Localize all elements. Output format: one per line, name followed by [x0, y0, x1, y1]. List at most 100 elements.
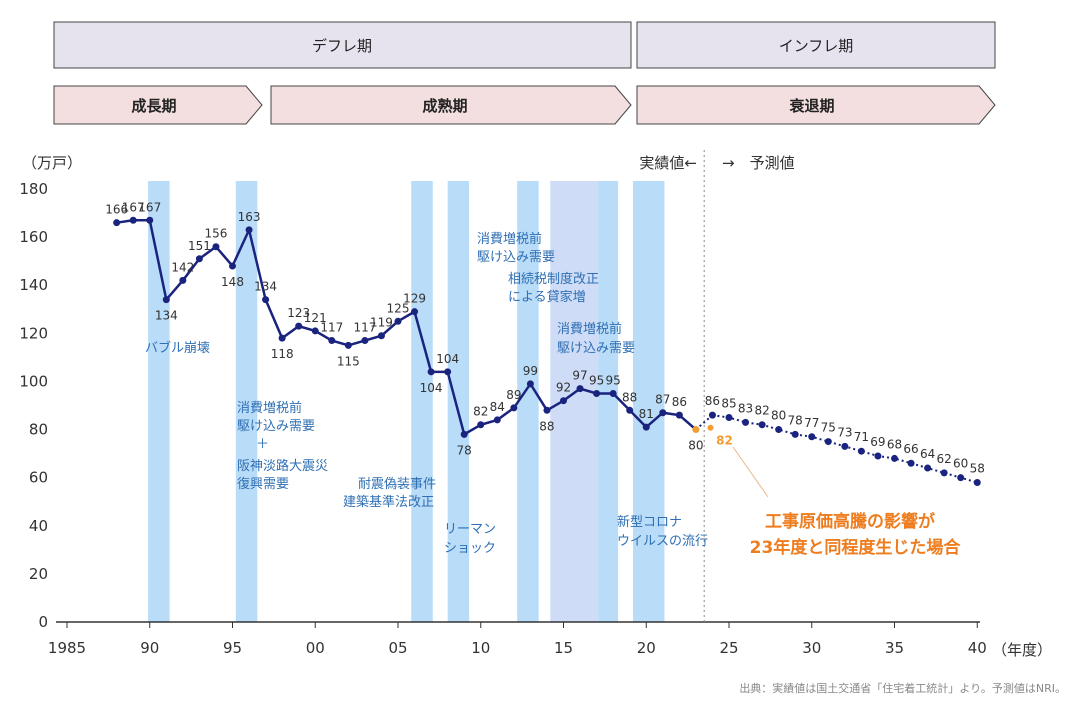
actual-value-label: 82 — [473, 405, 488, 419]
actual-point — [179, 276, 187, 284]
y-tick-label: 180 — [19, 180, 48, 198]
actual-value-label: 166 — [105, 203, 128, 217]
cost-scenario-point — [707, 424, 714, 431]
actual-value-label: 163 — [238, 210, 261, 224]
actual-value-label: 84 — [490, 400, 505, 414]
actual-value-label: 142 — [171, 260, 194, 274]
actual-point — [593, 389, 601, 397]
forecast-value-label: 78 — [788, 413, 803, 427]
y-tick-label: 140 — [19, 276, 48, 294]
actual-value-label: 167 — [138, 200, 161, 214]
y-tick-label: 100 — [19, 372, 48, 390]
actual-value-label: 88 — [622, 390, 637, 404]
actual-point — [129, 216, 137, 224]
event-band — [447, 181, 470, 622]
actual-value-label: 115 — [337, 354, 360, 368]
forecast-value-label: 77 — [804, 416, 819, 430]
actual-value-label: 121 — [304, 311, 327, 325]
actual-point — [311, 327, 319, 335]
forecast-point — [924, 464, 932, 472]
annotation-lehman-a: リーマン — [444, 522, 496, 537]
actual-value-label: 88 — [539, 419, 554, 433]
y-axis-label: （万戸） — [22, 154, 82, 172]
actual-value-label: 117 — [353, 321, 376, 335]
event-band — [517, 181, 539, 622]
annotation-tax2-b: 駆け込み需要 — [477, 250, 555, 265]
actual-point — [245, 226, 253, 234]
actual-value-label: 95 — [589, 373, 604, 387]
annotation-plus: ＋ — [256, 437, 269, 452]
x-tick-label: 20 — [637, 639, 656, 657]
actual-point — [411, 308, 419, 316]
forecast-value-label: 86 — [705, 394, 720, 408]
actual-value-label: 151 — [188, 239, 211, 253]
x-tick-label: 05 — [388, 639, 407, 657]
forecast-point — [758, 421, 766, 429]
actual-point — [361, 337, 369, 345]
actual-point — [262, 296, 270, 304]
decline-stage-label: 衰退期 — [788, 97, 834, 115]
annotation-cost-a: 工事原価高騰の影響が — [765, 511, 935, 532]
actual-point — [642, 423, 650, 431]
annotation-tax2-a: 消費増税前 — [477, 231, 542, 247]
y-tick-label: 160 — [19, 228, 48, 246]
actual-point — [394, 317, 402, 325]
y-tick-label: 20 — [29, 565, 48, 583]
event-band — [598, 181, 619, 622]
x-axis-label: （年度） — [992, 641, 1052, 659]
forecast-value-label: 73 — [837, 425, 852, 439]
annotation-covid-b: ウイルスの流行 — [617, 534, 708, 549]
x-tick-label: 00 — [306, 639, 325, 657]
actual-point — [229, 262, 236, 270]
actual-value-label: 119 — [370, 316, 393, 330]
actual-value-label: 80 — [688, 439, 703, 453]
x-tick-label: 95 — [223, 639, 242, 657]
actual-point — [444, 368, 452, 376]
actual-point — [278, 334, 286, 342]
actual-value-label: 87 — [655, 393, 670, 407]
inflation-phase-label: インフレ期 — [779, 37, 854, 55]
annotation-quake-b: 復興需要 — [237, 476, 289, 492]
actual-point — [560, 397, 567, 405]
actual-point — [195, 255, 203, 263]
event-band — [411, 181, 433, 622]
actual-point — [692, 426, 700, 434]
bridge-line — [695, 414, 714, 431]
annotation-fraud-b: 建築基準法改正 — [343, 494, 434, 510]
actual-point — [526, 380, 534, 388]
forecast-label: → 予測値 — [722, 154, 795, 172]
actual-point — [510, 404, 518, 412]
annotation-lehman-b: ショック — [444, 541, 496, 556]
annotation-fraud-a: 耐震偽装事件 — [358, 477, 436, 492]
actual-point — [493, 416, 501, 424]
actual-value-label: 81 — [639, 407, 654, 421]
actual-point — [377, 332, 385, 340]
actual-point — [113, 219, 121, 227]
forecast-point — [808, 433, 816, 441]
maturity-stage-arrow — [270, 85, 632, 125]
decline-stage-arrow — [636, 85, 996, 125]
event-band — [550, 181, 599, 622]
actual-value-label: 104 — [420, 381, 443, 395]
actual-point — [626, 406, 634, 414]
forecast-value-label: 60 — [953, 457, 968, 471]
forecast-point — [841, 442, 849, 450]
actual-value-label: 86 — [672, 395, 687, 409]
annotation-covid-a: 新型コロナ — [617, 514, 682, 530]
event-band — [148, 181, 170, 622]
forecast-value-label: 66 — [903, 442, 918, 456]
actual-point — [328, 337, 336, 345]
actual-value-label: 89 — [506, 388, 521, 402]
cost-scenario-label: 82 — [716, 434, 733, 448]
actual-value-label: 134 — [254, 280, 277, 294]
forecast-value-label: 64 — [920, 447, 935, 461]
forecast-point — [725, 414, 733, 422]
y-tick-label: 80 — [29, 421, 48, 439]
annotation-inherit-a: 相続税制度改正 — [508, 271, 599, 287]
actual-value-label: 99 — [523, 364, 538, 378]
actual-point — [344, 341, 352, 349]
forecast-value-label: 83 — [738, 401, 753, 415]
actual-point — [576, 385, 584, 393]
